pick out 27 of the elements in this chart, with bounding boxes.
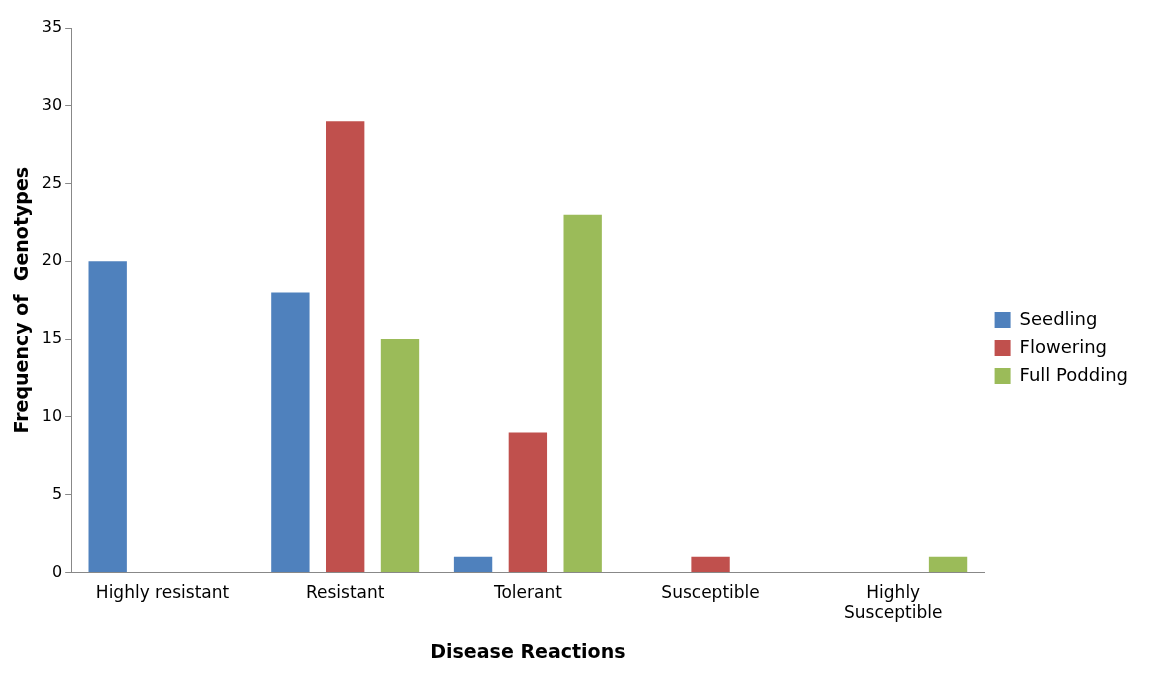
y-tick-label: 0 bbox=[51, 561, 63, 581]
y-tick-label: 30 bbox=[41, 94, 63, 114]
y-tick-label: 5 bbox=[51, 483, 63, 503]
bar bbox=[563, 214, 602, 572]
bar bbox=[380, 339, 420, 572]
x-tick-label: Highly resistant bbox=[95, 582, 230, 603]
legend-label: Seedling bbox=[1019, 307, 1098, 329]
legend-label: Flowering bbox=[1019, 335, 1107, 357]
bar bbox=[691, 556, 730, 572]
y-tick-label: 20 bbox=[41, 250, 63, 270]
y-tick-label: 15 bbox=[41, 328, 63, 348]
y-tick-label: 25 bbox=[41, 172, 63, 192]
x-tick-label: Resistant bbox=[305, 582, 385, 603]
x-tick-label: Tolerant bbox=[492, 582, 563, 603]
legend-label: Full Podding bbox=[1019, 363, 1129, 385]
bar bbox=[271, 292, 310, 572]
y-tick-label: 10 bbox=[41, 406, 63, 426]
y-tick-label: 35 bbox=[41, 17, 63, 37]
x-tick-label: Highly Susceptible bbox=[844, 582, 943, 623]
y-axis-title: Frequency of Genotypes bbox=[10, 166, 33, 434]
bar bbox=[453, 556, 493, 572]
x-tick-label: Susceptible bbox=[661, 582, 760, 603]
bar bbox=[88, 261, 127, 572]
bar bbox=[508, 432, 548, 572]
bar bbox=[928, 556, 968, 572]
bar bbox=[326, 121, 365, 572]
x-axis-title: Disease Reactions bbox=[430, 639, 626, 662]
